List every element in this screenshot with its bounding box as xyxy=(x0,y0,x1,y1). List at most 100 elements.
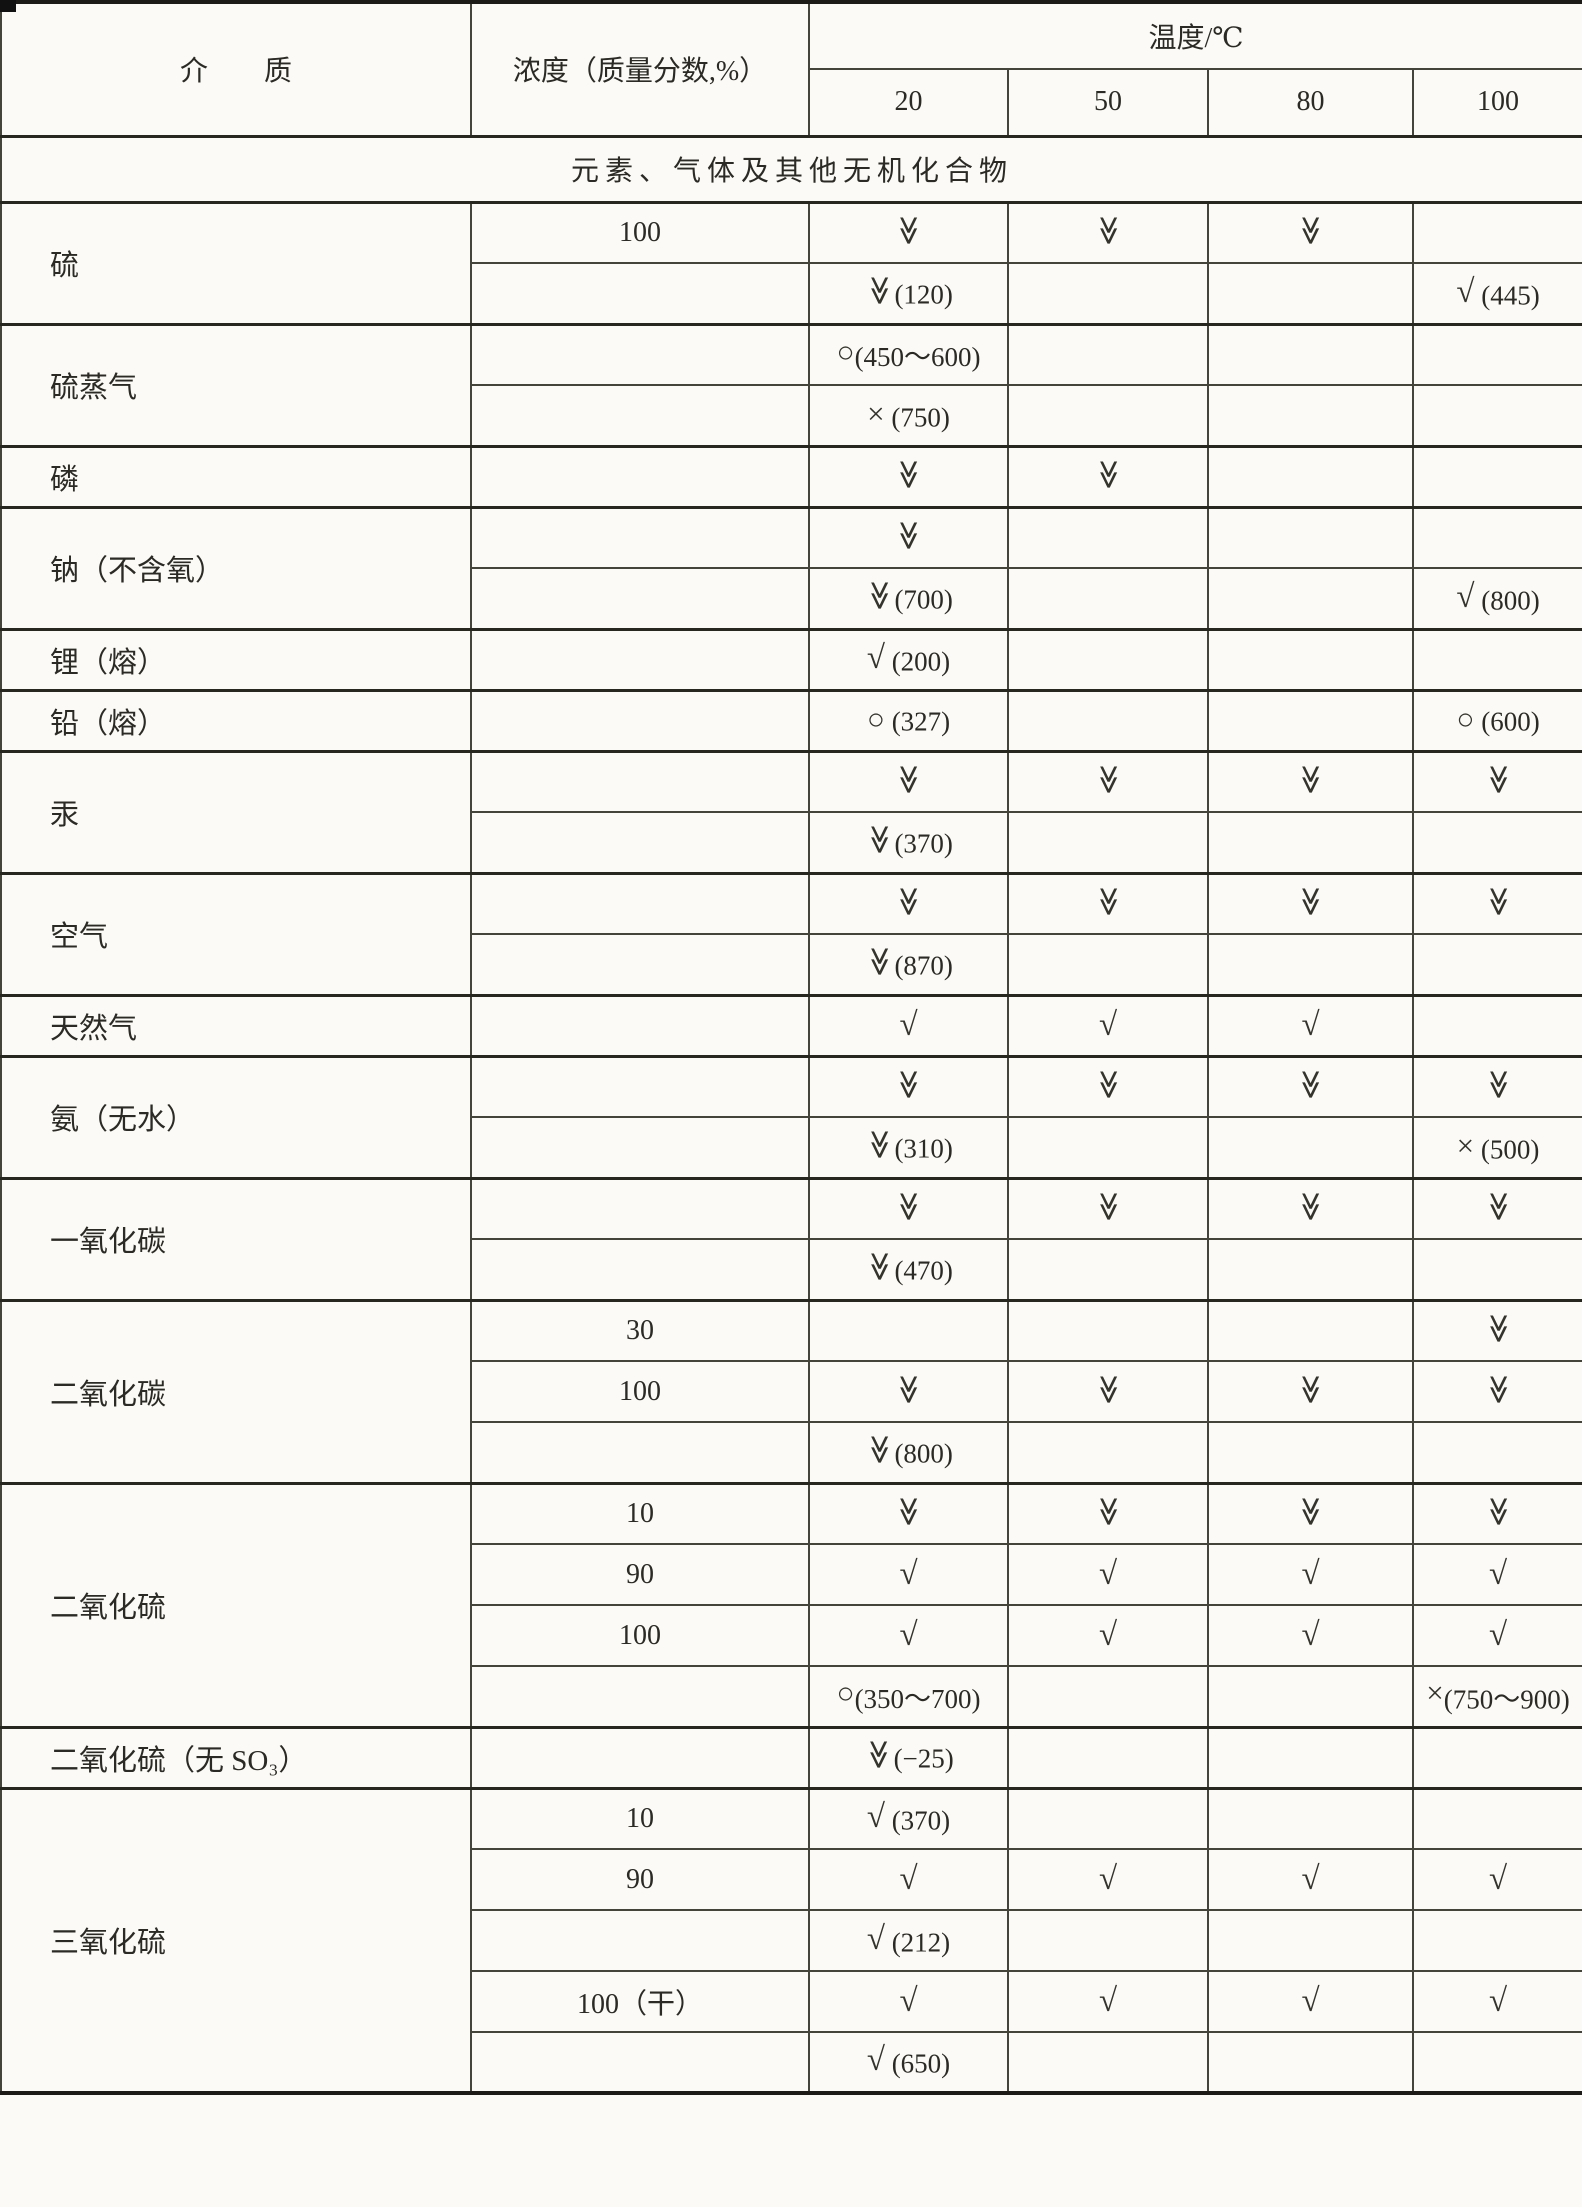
rating-cell xyxy=(1207,1421,1414,1484)
check-mark: √ xyxy=(866,1799,885,1836)
table-row: 磷 ≫ ≫ xyxy=(0,444,1582,508)
rating-cell xyxy=(1411,1238,1582,1301)
concentration-cell: 30 xyxy=(470,1298,810,1362)
rating-cell xyxy=(1411,811,1582,874)
table-row: ○(350～700) ×(750～900) xyxy=(1,1665,1582,1728)
check-mark: √ xyxy=(1488,1983,1508,2019)
double-chevron-down-mark: ≫ xyxy=(1092,1069,1125,1100)
rating-cell xyxy=(1007,505,1209,569)
check-mark: √ xyxy=(1098,1617,1118,1653)
temperature-note: (750～900) xyxy=(1443,1683,1570,1714)
double-chevron-down-mark: ≫ xyxy=(892,215,925,246)
double-chevron-down-mark: ≫ xyxy=(1092,1374,1125,1405)
rating-cell: ≫(700) xyxy=(808,567,1009,630)
double-chevron-down-mark: ≫ xyxy=(863,1433,896,1465)
double-chevron-down-mark: ≫ xyxy=(892,1374,925,1405)
check-mark: √ xyxy=(1098,1983,1118,2019)
rating-cell: ≫ xyxy=(1207,1054,1414,1118)
rating-cell: ≫ xyxy=(1411,871,1582,935)
rating-cell xyxy=(808,1298,1009,1362)
temperature-note: (370) xyxy=(894,827,953,858)
temperature-note: (600) xyxy=(1474,706,1540,737)
table-row: 二氧化碳 30 ≫ xyxy=(0,1298,1582,1484)
rating-cell xyxy=(1007,1665,1209,1728)
double-chevron-down-mark: ≫ xyxy=(892,459,925,490)
rating-cell xyxy=(1207,1298,1414,1362)
concentration-cell xyxy=(470,1238,810,1301)
check-mark: √ xyxy=(1456,273,1475,310)
rating-cell xyxy=(1411,993,1582,1057)
double-chevron-down-mark: ≫ xyxy=(1294,1069,1327,1100)
table-row: 硫 100 ≫ ≫ ≫ xyxy=(0,200,1582,325)
check-mark: √ xyxy=(1301,1983,1320,2019)
rating-cell: ≫(120) xyxy=(808,262,1009,325)
rating-cell xyxy=(1411,505,1582,569)
rating-cell: ○(350～700) xyxy=(808,1665,1009,1728)
concentration-cell xyxy=(470,688,810,752)
rating-cell: ≫ xyxy=(1207,1481,1414,1545)
rating-cell: ≫ xyxy=(1411,1176,1582,1240)
temp-col-100: 100 xyxy=(1411,68,1582,137)
rating-cell: √ xyxy=(1207,1543,1414,1606)
check-mark: √ xyxy=(1301,1861,1320,1897)
rating-cell: ≫ xyxy=(808,1054,1009,1118)
table-row: ≫(370) xyxy=(1,811,1582,874)
concentration-cell xyxy=(470,1725,810,1789)
check-mark: √ xyxy=(899,1556,918,1592)
rating-cell xyxy=(1007,262,1209,325)
rating-cell: √ (200) xyxy=(808,627,1009,691)
rating-cell: √ xyxy=(1411,1543,1582,1606)
table-row: ≫(310) × (500) xyxy=(1,1116,1582,1179)
rating-cell xyxy=(1411,1786,1582,1850)
check-mark: √ xyxy=(866,2042,885,2079)
temperature-note: (200) xyxy=(884,646,951,677)
concentration-cell xyxy=(470,811,810,874)
rating-cell: ≫ xyxy=(808,505,1009,569)
table-row: 一氧化碳 ≫ ≫ ≫ ≫ xyxy=(0,1176,1582,1301)
rating-cell xyxy=(1007,688,1209,752)
circle-mark: ○ xyxy=(1456,702,1475,736)
rating-cell: √ xyxy=(808,1848,1009,1911)
rating-cell xyxy=(1007,384,1209,447)
table-row: 100 ≫ ≫ ≫ ≫ xyxy=(1,1360,1582,1423)
double-chevron-down-mark: ≫ xyxy=(1092,1191,1125,1222)
rating-cell: × (750) xyxy=(808,384,1009,447)
rating-cell: √ (370) xyxy=(808,1786,1009,1850)
medium-cell: 二氧化硫 xyxy=(0,1481,472,1728)
concentration-cell xyxy=(470,322,810,386)
double-chevron-down-mark: ≫ xyxy=(1482,1069,1515,1100)
double-chevron-down-mark: ≫ xyxy=(863,274,896,306)
check-mark: √ xyxy=(899,1861,918,1897)
medium-cell: 磷 xyxy=(0,444,472,508)
medium-cell: 三氧化硫 xyxy=(0,1786,472,2094)
rating-cell xyxy=(1411,1725,1582,1789)
header-temperature: 温度/℃ xyxy=(807,1,1582,70)
rating-cell: ≫ xyxy=(1007,871,1209,935)
rating-cell xyxy=(1007,1786,1209,1850)
rating-cell: ≫ xyxy=(1007,1481,1209,1545)
rating-cell xyxy=(1007,1421,1209,1484)
rating-cell xyxy=(1207,1238,1414,1301)
double-chevron-down-mark: ≫ xyxy=(1482,1374,1515,1405)
table-row: 锂（熔） √ (200) xyxy=(0,627,1582,691)
rating-cell xyxy=(1007,567,1209,630)
check-mark: √ xyxy=(899,1983,918,2019)
rating-cell: ≫ xyxy=(1411,1054,1582,1118)
scan-artifact xyxy=(0,0,16,12)
rating-cell: √ xyxy=(1207,1848,1414,1911)
check-mark: √ xyxy=(1456,578,1475,615)
rating-cell xyxy=(1207,567,1414,630)
medium-cell: 空气 xyxy=(0,871,472,996)
concentration-cell xyxy=(470,993,810,1057)
rating-cell: √ xyxy=(1007,1604,1209,1667)
medium-cell: 锂（熔） xyxy=(0,627,472,691)
rating-cell: ≫ xyxy=(1411,749,1582,813)
double-chevron-down-mark: ≫ xyxy=(863,579,896,611)
double-chevron-down-mark: ≫ xyxy=(863,945,896,977)
temp-col-20: 20 xyxy=(808,68,1009,137)
table-row: √ (212) xyxy=(1,1909,1582,1972)
table-row: 铅（熔） ○ (327) ○ (600) xyxy=(0,688,1582,752)
table-header: 介 质 浓度（质量分数,%） 温度/℃ 20 50 80 100 xyxy=(0,1,1582,137)
rating-cell: √ xyxy=(1007,993,1209,1057)
medium-cell: 钠（不含氧） xyxy=(0,505,472,630)
